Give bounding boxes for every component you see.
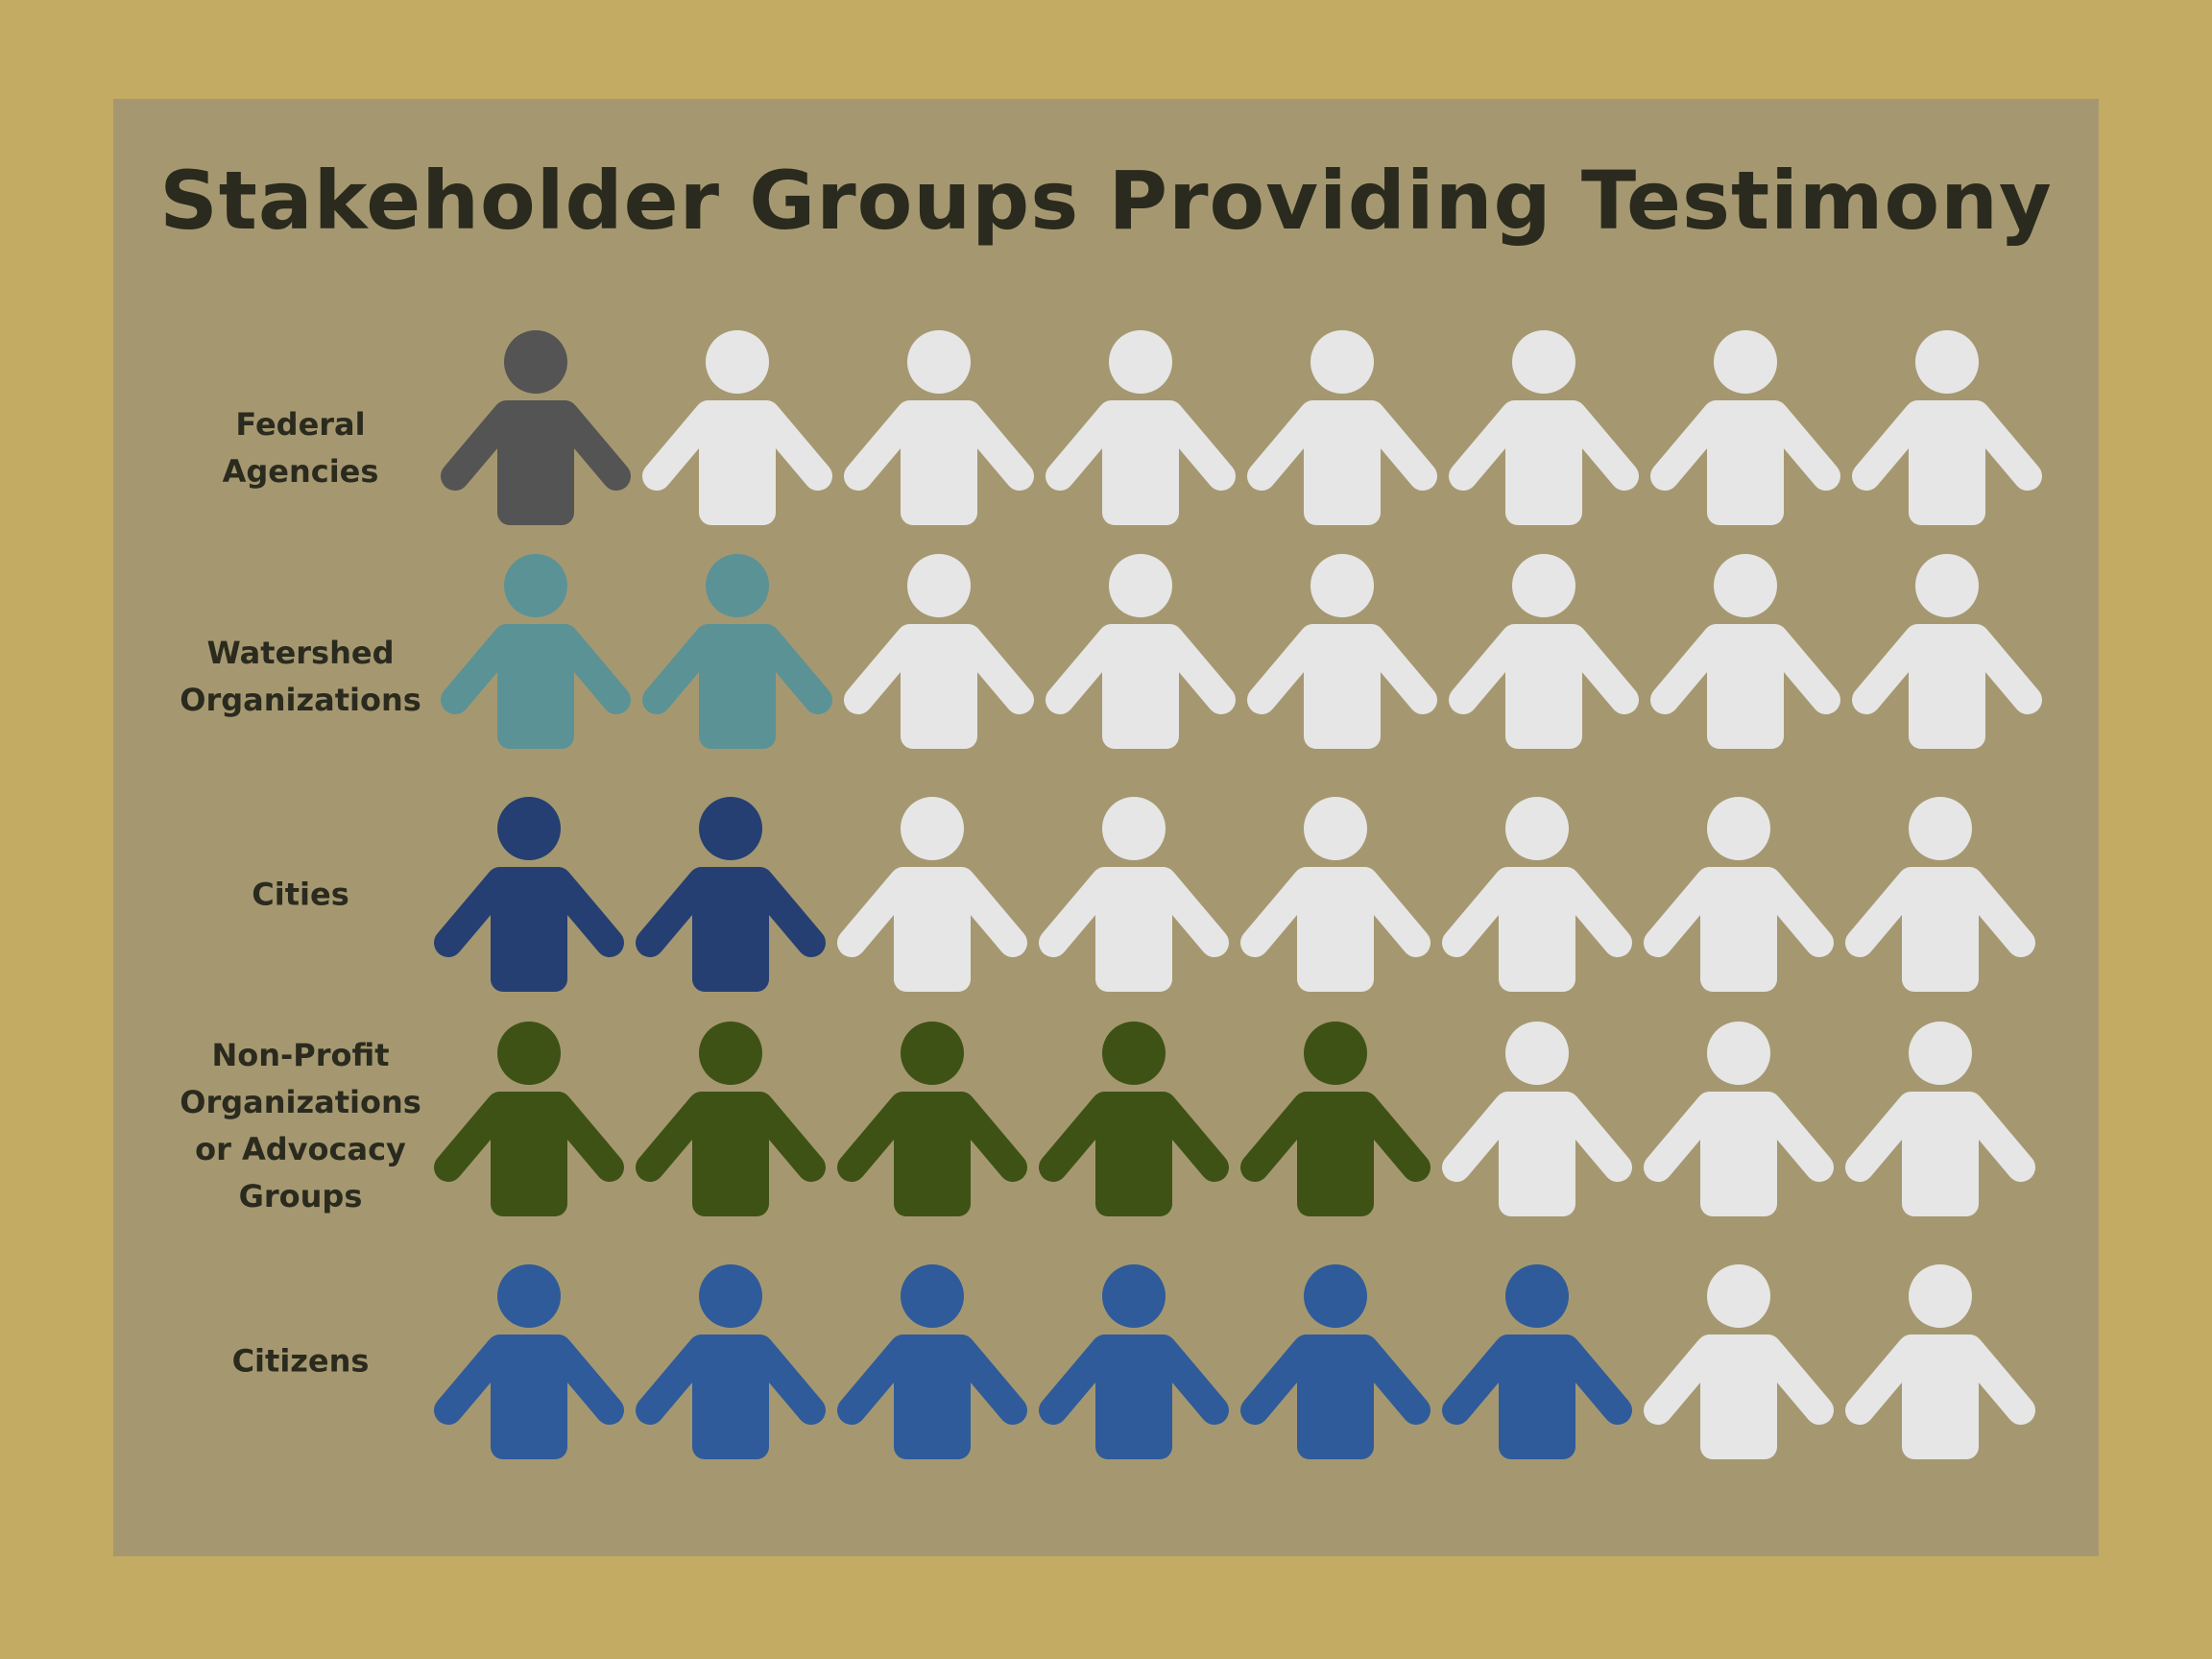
person-icon-empty (1449, 554, 1639, 749)
person-icon-filled (837, 1264, 1027, 1459)
person-icon-empty (844, 554, 1034, 749)
person-icon-empty (1845, 1022, 2035, 1216)
category-label: Citizens (231, 1342, 370, 1380)
person-icon-empty (1852, 330, 2042, 525)
person-icon-filled (441, 330, 631, 525)
person-icon-empty (642, 330, 832, 525)
category-label: Federal Agencies (222, 406, 379, 490)
category-label: Non-Profit Organizations or Advocacy Gro… (180, 1037, 421, 1214)
person-icon-empty (1644, 1022, 1834, 1216)
person-icon-filled (1240, 1022, 1431, 1216)
person-icon-empty (1650, 554, 1840, 749)
person-icon-empty (1039, 797, 1229, 992)
person-icon-empty (1240, 797, 1431, 992)
person-icon-filled (636, 797, 826, 992)
person-icon-empty (1644, 797, 1834, 992)
person-icon-empty (1845, 1264, 2035, 1459)
person-icon-filled (1442, 1264, 1632, 1459)
person-icon-filled (642, 554, 832, 749)
person-icon-empty (1845, 797, 2035, 992)
person-icon-empty (1247, 554, 1437, 749)
chart-title: Stakeholder Groups Providing Testimony (159, 154, 2053, 248)
person-icon-empty (1644, 1264, 1834, 1459)
person-icon-empty (1852, 554, 2042, 749)
person-icon-filled (434, 797, 624, 992)
person-icon-filled (1240, 1264, 1431, 1459)
person-icon-filled (837, 1022, 1027, 1216)
person-icon-filled (636, 1022, 826, 1216)
person-icon-empty (1247, 330, 1437, 525)
category-label: Watershed Organizations (180, 635, 421, 718)
person-icon-filled (434, 1264, 624, 1459)
person-icon-filled (636, 1264, 826, 1459)
person-icon-filled (441, 554, 631, 749)
category-label: Cities (252, 876, 349, 913)
person-icon-empty (1442, 1022, 1632, 1216)
person-icon-empty (1449, 330, 1639, 525)
person-icon-empty (1046, 554, 1236, 749)
person-icon-empty (837, 797, 1027, 992)
person-icon-empty (1442, 797, 1632, 992)
person-icon-filled (434, 1022, 624, 1216)
person-icon-empty (1046, 330, 1236, 525)
person-icon-filled (1039, 1264, 1229, 1459)
person-icon-filled (1039, 1022, 1229, 1216)
person-icon-empty (1650, 330, 1840, 525)
person-icon-empty (844, 330, 1034, 525)
